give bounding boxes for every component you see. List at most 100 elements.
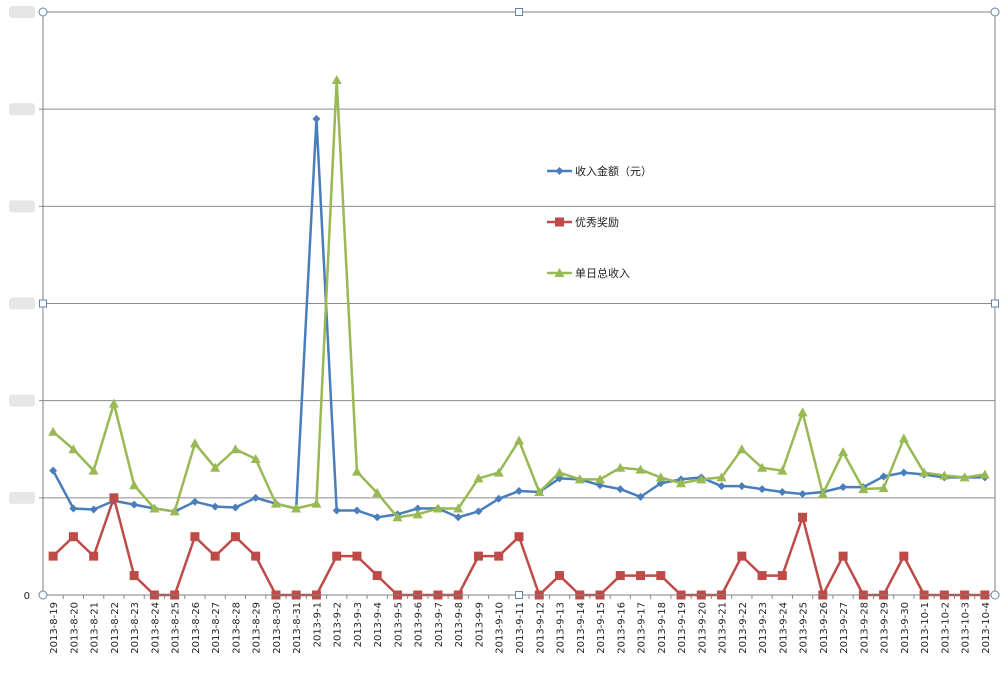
legend-entry: 收入金额（元） xyxy=(547,164,652,178)
data-point xyxy=(838,447,849,457)
data-point xyxy=(716,472,727,482)
data-point xyxy=(514,435,524,445)
data-point xyxy=(777,571,787,581)
data-point xyxy=(251,551,261,561)
x-tick-label: 2013-10-1 xyxy=(920,602,931,654)
data-point xyxy=(453,503,464,513)
data-point xyxy=(372,487,383,497)
data-point xyxy=(210,551,220,561)
x-tick-label: 2013-9-3 xyxy=(353,602,364,647)
x-tick-label: 2013-9-7 xyxy=(434,602,445,647)
data-point xyxy=(211,502,220,511)
data-point xyxy=(878,483,889,493)
x-tick-label: 2013-8-23 xyxy=(130,602,141,654)
data-point xyxy=(89,505,98,514)
data-point xyxy=(68,532,78,542)
data-point xyxy=(89,551,99,561)
data-point xyxy=(635,464,646,474)
resize-handle-corner xyxy=(990,590,1000,600)
data-point xyxy=(88,465,99,475)
x-tick-label: 2013-8-31 xyxy=(292,602,303,654)
data-point xyxy=(778,488,787,497)
data-point xyxy=(899,468,908,477)
data-point xyxy=(898,433,909,443)
data-point xyxy=(939,470,950,480)
selection-frame[interactable] xyxy=(38,7,1000,600)
data-point xyxy=(494,551,504,561)
data-point xyxy=(351,466,362,476)
data-point xyxy=(190,497,199,506)
data-point xyxy=(574,474,585,484)
data-point xyxy=(473,551,483,561)
legend-entry: 单日总收入 xyxy=(547,266,630,280)
data-point xyxy=(129,480,140,490)
x-tick-label: 2013-9-12 xyxy=(535,602,546,654)
x-tick-label: 2013-9-11 xyxy=(515,602,526,654)
y-axis-ticks: 0 xyxy=(9,6,43,602)
data-point xyxy=(392,512,403,522)
data-point xyxy=(595,474,606,484)
x-tick-label: 2013-9-25 xyxy=(799,602,810,654)
x-tick-label: 2013-10-4 xyxy=(981,602,992,654)
data-point xyxy=(737,482,746,491)
data-point xyxy=(474,507,483,516)
data-point xyxy=(352,551,362,561)
data-point xyxy=(555,571,565,581)
data-point xyxy=(676,478,687,488)
data-point xyxy=(757,571,767,581)
data-point xyxy=(473,473,484,483)
data-point xyxy=(331,75,342,85)
data-point xyxy=(736,444,747,454)
y-tick-label-blurred xyxy=(9,200,35,213)
legend-marker xyxy=(554,268,565,277)
resize-handle-side xyxy=(515,8,523,16)
x-tick-label: 2013-8-21 xyxy=(90,602,101,654)
y-tick-label-blurred xyxy=(9,297,35,310)
x-tick-label: 2013-9-10 xyxy=(495,602,506,654)
x-tick-label: 2013-9-2 xyxy=(333,602,344,647)
legend-entry: 优秀奖励 xyxy=(547,215,619,229)
x-tick-label: 2013-9-9 xyxy=(474,602,485,647)
y-tick-label-blurred xyxy=(9,491,35,504)
x-tick-label: 2013-9-27 xyxy=(839,602,850,654)
x-tick-label: 2013-8-25 xyxy=(171,602,182,654)
data-point xyxy=(69,504,78,513)
data-point xyxy=(777,465,788,475)
x-tick-label: 2013-9-13 xyxy=(556,602,567,654)
x-tick-label: 2013-9-5 xyxy=(393,602,404,647)
data-point xyxy=(413,504,422,513)
resize-handle-side xyxy=(991,299,999,308)
data-point xyxy=(554,467,565,477)
data-point xyxy=(655,472,666,482)
x-tick-label: 2013-9-29 xyxy=(880,602,891,654)
data-point xyxy=(108,398,119,408)
x-tick-label: 2013-9-19 xyxy=(677,602,688,654)
x-tick-label: 2013-9-8 xyxy=(454,602,465,647)
data-point xyxy=(838,551,848,561)
data-point xyxy=(230,444,241,454)
data-point xyxy=(514,532,524,542)
x-tick-label: 2013-9-18 xyxy=(657,602,668,654)
data-point xyxy=(515,487,523,496)
x-tick-label: 2013-9-23 xyxy=(758,602,769,654)
data-point xyxy=(231,503,240,512)
data-point xyxy=(130,500,139,509)
data-point xyxy=(616,485,625,494)
x-tick-label: 2013-9-6 xyxy=(414,602,425,647)
legend-label: 单日总收入 xyxy=(575,266,630,280)
data-point xyxy=(959,472,970,482)
x-tick-label: 2013-9-15 xyxy=(596,602,607,654)
series-3 xyxy=(48,75,990,522)
data-point xyxy=(311,498,322,508)
data-point xyxy=(270,498,281,508)
x-tick-label: 2013-9-17 xyxy=(637,602,648,654)
resize-handle-corner xyxy=(990,7,1000,17)
resize-handle-corner xyxy=(38,7,48,17)
data-point xyxy=(494,494,503,503)
data-point xyxy=(534,487,545,497)
data-point xyxy=(68,444,79,454)
resize-handle-side xyxy=(515,591,523,599)
data-point xyxy=(291,503,302,513)
data-point xyxy=(879,472,888,481)
data-point xyxy=(169,506,180,516)
